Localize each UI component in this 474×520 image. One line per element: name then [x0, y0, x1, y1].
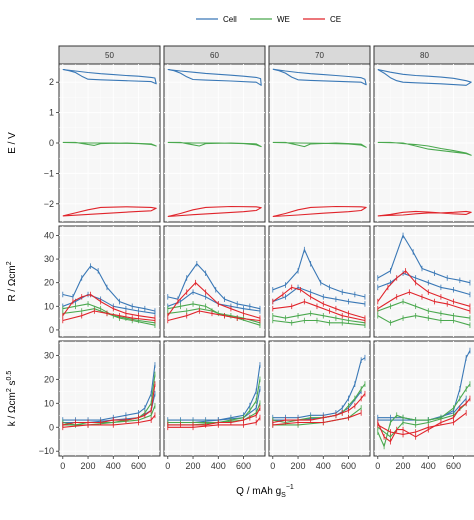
y-tick-label: 0 — [49, 325, 54, 335]
series-line-ce — [62, 384, 156, 426]
facet-label: 70 — [315, 51, 324, 60]
series-line-cell — [167, 263, 261, 310]
series-line-cell — [62, 265, 156, 312]
y-tick-label: 2 — [49, 77, 54, 87]
legend-item-ce: CE — [303, 15, 341, 24]
series-line-we — [377, 301, 470, 319]
x-tick-label: 400 — [421, 461, 436, 471]
y-tick-label: 20 — [44, 374, 54, 384]
y-axis-title: E / V — [7, 132, 18, 154]
x-tick-label: 0 — [165, 461, 170, 471]
series-line-cell — [377, 272, 471, 296]
legend-item-we: WE — [250, 15, 290, 24]
x-tick-label: 400 — [316, 461, 331, 471]
series-line-cell — [377, 68, 472, 86]
legend-label: Cell — [223, 15, 237, 24]
series-line-ce — [377, 398, 471, 443]
y-tick-label: 10 — [44, 301, 54, 311]
x-tick-label: 600 — [341, 461, 356, 471]
series-line-we — [167, 141, 262, 148]
panel-background — [268, 225, 371, 338]
series-line-ce — [167, 417, 261, 428]
series-line-cell — [62, 364, 156, 421]
series-line-cell — [272, 68, 367, 86]
series-line-cell — [167, 364, 261, 421]
series-line-we — [272, 312, 365, 324]
y-tick-label: 30 — [44, 350, 54, 360]
series-line-we — [62, 141, 157, 147]
y-tick-label: 10 — [44, 398, 54, 408]
legend-item-cell: Cell — [196, 15, 237, 24]
legend-label: CE — [330, 15, 341, 24]
x-tick-label: 200 — [396, 461, 411, 471]
y-tick-label: 20 — [44, 278, 54, 288]
series-line-ce — [272, 205, 367, 218]
series-line-cell — [62, 293, 155, 314]
panel-background — [163, 340, 266, 457]
series-line-ce — [167, 205, 262, 218]
panel-background — [163, 225, 266, 338]
x-tick-label: 400 — [211, 461, 226, 471]
y-tick-label: −1 — [44, 168, 54, 178]
x-tick-label: 200 — [291, 461, 306, 471]
x-tick-label: 200 — [81, 461, 96, 471]
y-tick-label: −2 — [44, 199, 54, 209]
x-tick-label: 0 — [270, 461, 275, 471]
y-tick-label: 0 — [49, 422, 54, 432]
series-line-we — [62, 374, 156, 426]
series-line-ce — [377, 210, 472, 217]
series-line-cell — [62, 68, 157, 85]
series-line-we — [377, 315, 471, 326]
panel-background — [58, 340, 161, 457]
x-tick-label: 600 — [131, 461, 146, 471]
series-line-cell — [272, 249, 366, 298]
series-line-ce — [62, 414, 156, 428]
y-tick-label: 30 — [44, 254, 54, 264]
panel-background — [268, 340, 371, 457]
series-line-ce — [62, 206, 157, 217]
x-tick-label: 600 — [446, 461, 461, 471]
y-axis-title: k / Ωcm2 s0.5 — [6, 371, 18, 427]
series-line-we — [377, 141, 472, 156]
series-line-we — [377, 383, 471, 447]
x-tick-label: 0 — [60, 461, 65, 471]
panel-background — [373, 340, 474, 457]
y-axis-title: R / Ωcm2 — [6, 261, 18, 301]
y-tick-label: 0 — [49, 138, 54, 148]
x-axis-title: Q / mAh gS−1 — [236, 484, 294, 499]
x-tick-label: 600 — [236, 461, 251, 471]
panel-background — [58, 225, 161, 338]
x-tick-label: 200 — [186, 461, 201, 471]
series-line-we — [167, 379, 261, 424]
series-line-cell — [167, 291, 260, 312]
series-line-we — [272, 141, 367, 148]
series-line-ce — [167, 407, 261, 426]
y-tick-label: −10 — [39, 446, 54, 456]
series-line-cell — [272, 286, 365, 305]
x-tick-label: 0 — [375, 461, 380, 471]
series-line-cell — [167, 68, 262, 86]
facet-label: 50 — [105, 51, 114, 60]
legend-label: WE — [277, 15, 290, 24]
facet-label: 60 — [210, 51, 219, 60]
y-tick-label: 1 — [49, 108, 54, 118]
x-tick-label: 400 — [106, 461, 121, 471]
y-tick-label: 40 — [44, 230, 54, 240]
facet-label: 80 — [420, 51, 429, 60]
